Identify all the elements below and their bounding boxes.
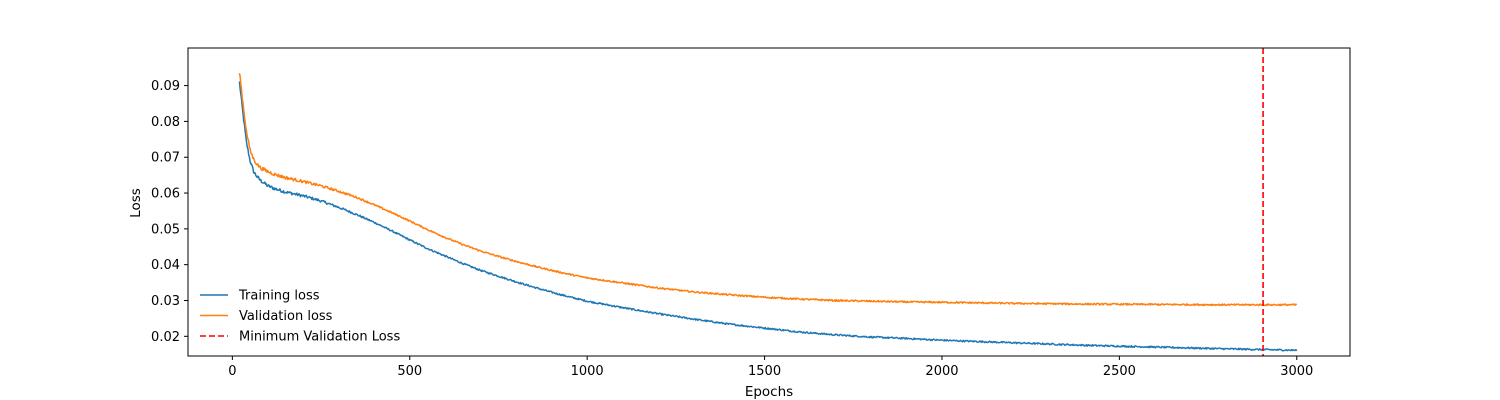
series-line-validation bbox=[238, 73, 1298, 307]
x-tick-label: 1500 bbox=[748, 364, 781, 379]
x-axis: 0 500 1000 1500 2000 2500 3000 bbox=[228, 356, 1313, 379]
y-tick-label: 0.06 bbox=[151, 187, 180, 202]
x-tick-label: 3000 bbox=[1280, 364, 1313, 379]
plot-frame bbox=[187, 47, 1351, 357]
y-axis: 0.02 0.03 0.04 0.05 0.06 0.07 0.08 0.09 bbox=[151, 79, 188, 345]
y-tick-label: 0.04 bbox=[151, 258, 180, 273]
series-line-training bbox=[238, 81, 1298, 352]
x-tick-label: 1000 bbox=[571, 364, 604, 379]
x-tick-label: 500 bbox=[397, 364, 422, 379]
y-tick-label: 0.08 bbox=[151, 115, 180, 130]
y-tick-label: 0.03 bbox=[151, 294, 180, 309]
y-axis-title: Loss bbox=[128, 188, 144, 218]
y-tick-label: 0.07 bbox=[151, 151, 180, 166]
x-axis-title: Epochs bbox=[745, 384, 793, 400]
x-tick-label: 2500 bbox=[1103, 364, 1136, 379]
y-tick-label: 0.05 bbox=[151, 222, 180, 237]
legend-label: Training loss bbox=[238, 289, 320, 304]
y-tick-label: 0.09 bbox=[151, 79, 180, 94]
legend: Training loss Validation loss Minimum Vali… bbox=[200, 289, 400, 345]
plot-area bbox=[238, 48, 1298, 356]
x-tick-label: 0 bbox=[228, 364, 236, 379]
legend-label: Minimum Validation Loss bbox=[239, 330, 400, 345]
legend-label: Validation loss bbox=[239, 309, 333, 324]
x-tick-label: 2000 bbox=[925, 364, 958, 379]
y-tick-label: 0.02 bbox=[151, 330, 180, 345]
